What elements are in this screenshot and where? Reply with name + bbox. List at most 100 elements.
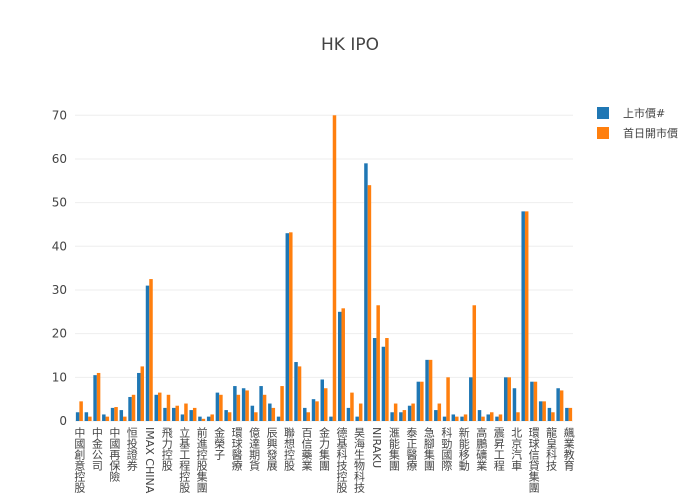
bar — [280, 386, 284, 421]
y-tick-label: 0 — [59, 414, 67, 428]
bar — [189, 410, 193, 421]
bar — [154, 394, 158, 421]
bar — [434, 410, 438, 421]
bar — [498, 414, 503, 421]
bar — [268, 403, 272, 421]
x-tick-label: 新能移動 — [457, 426, 470, 472]
y-tick-label: 20 — [52, 327, 67, 341]
bar — [285, 233, 290, 421]
x-tick-label: 恒投證券 — [125, 427, 138, 471]
bar — [428, 359, 433, 421]
x-tick-label: 金力集團 — [318, 426, 331, 472]
bar — [198, 416, 202, 421]
bar — [568, 407, 573, 421]
bar — [451, 414, 456, 421]
bar — [233, 386, 237, 421]
bar — [381, 346, 386, 421]
bar — [192, 407, 197, 421]
bar — [425, 359, 429, 421]
x-tick-label: 泰正醫療 — [405, 426, 418, 471]
bar — [75, 412, 80, 421]
x-tick-label: 環球信貸集團 — [527, 427, 540, 494]
bar — [184, 403, 188, 421]
bar — [137, 372, 141, 421]
bar — [311, 399, 316, 421]
bar — [460, 416, 464, 421]
x-tick-label: 急腳集團 — [422, 426, 435, 472]
bar — [84, 412, 89, 421]
bar — [123, 416, 127, 421]
bar — [131, 394, 136, 421]
bar — [227, 412, 232, 421]
bar — [315, 401, 319, 421]
x-tick-label: 聯想控股 — [283, 427, 296, 472]
bar — [355, 416, 359, 421]
x-tick-label: IMAX CHINA — [143, 427, 156, 494]
y-tick-label: 30 — [52, 283, 67, 297]
x-tick-label: 環球醫療 — [230, 427, 243, 471]
x-tick-label: NIRAKU — [370, 427, 383, 468]
x-tick-label: 立基工程控股 — [178, 426, 191, 494]
bar — [241, 388, 246, 421]
bar — [341, 308, 345, 421]
bar — [385, 338, 389, 421]
bar — [294, 362, 298, 421]
legend-swatch — [597, 107, 609, 119]
bar — [364, 163, 368, 421]
bar — [507, 377, 511, 421]
bar — [289, 232, 293, 421]
bar — [437, 403, 442, 421]
bar — [88, 416, 92, 421]
bar — [332, 115, 337, 422]
bar — [259, 386, 263, 421]
bar — [171, 407, 176, 421]
bar — [350, 392, 354, 421]
bar — [206, 416, 211, 421]
bar — [411, 403, 415, 421]
bar — [271, 407, 276, 421]
bar — [140, 366, 145, 421]
bar — [119, 410, 124, 421]
x-tick-label: 中金公司 — [90, 427, 103, 471]
bar — [102, 414, 106, 421]
x-tick-label: 高鵬礦業 — [475, 426, 488, 471]
bar — [297, 366, 302, 421]
legend-label: 首日開市價 — [623, 126, 678, 140]
bar — [96, 372, 101, 421]
legend-label: 上市價# — [623, 106, 665, 120]
bar — [163, 407, 167, 421]
bar — [402, 410, 407, 421]
y-tick-label: 10 — [52, 370, 67, 384]
x-tick-label: 震昇工程 — [492, 427, 505, 472]
bar — [512, 388, 517, 421]
x-tick-label: 滙能集團 — [387, 427, 400, 472]
bar — [114, 407, 118, 421]
bar — [219, 394, 223, 421]
bar — [565, 407, 569, 421]
bar — [145, 285, 150, 421]
bar — [245, 390, 249, 421]
bar — [547, 407, 552, 421]
bar — [210, 414, 214, 421]
x-tick-label: 中國創意控股 — [73, 427, 86, 494]
bar — [128, 396, 132, 421]
bar — [337, 311, 342, 421]
bar — [477, 410, 482, 421]
bar — [533, 381, 538, 421]
bar — [469, 377, 473, 421]
x-tick-label: 北京汽車 — [510, 427, 523, 472]
x-tick-label: 百信藥業 — [300, 427, 313, 471]
bar — [180, 414, 185, 421]
bar — [320, 379, 324, 421]
bar — [481, 416, 485, 421]
y-tick-label: 70 — [52, 108, 67, 122]
bar — [93, 375, 97, 421]
bar — [236, 394, 241, 421]
bar — [495, 416, 499, 421]
bar — [372, 338, 377, 421]
bar — [250, 405, 255, 421]
x-tick-label: 辰興發展 — [265, 427, 278, 472]
bar — [166, 394, 171, 421]
x-tick-label: 德基科技控股 — [335, 426, 348, 494]
